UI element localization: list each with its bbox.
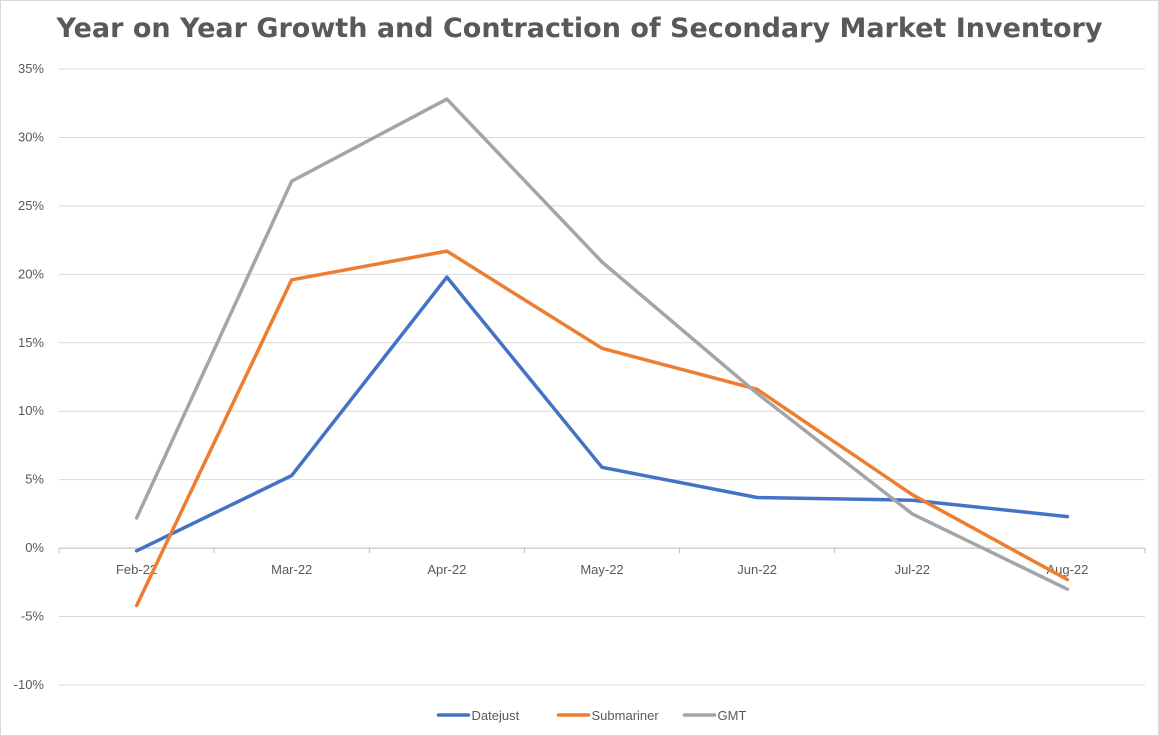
- x-tick-label: Feb-22: [116, 562, 157, 577]
- x-tick-label: Jul-22: [895, 562, 930, 577]
- x-tick-label: Jun-22: [737, 562, 777, 577]
- legend-label: Submariner: [592, 708, 660, 723]
- series-line-submariner: [134, 249, 1070, 608]
- y-tick-label: 35%: [18, 61, 44, 76]
- y-tick-label: 15%: [18, 335, 44, 350]
- chart-title: Year on Year Growth and Contraction of S…: [56, 13, 1103, 44]
- y-tick-label: 20%: [18, 266, 44, 281]
- legend-label: GMT: [718, 708, 747, 723]
- x-tick-label: Mar-22: [271, 562, 312, 577]
- series-line-datejust: [134, 275, 1070, 553]
- y-tick-label: -10%: [14, 677, 45, 692]
- y-tick-label: 0%: [25, 540, 44, 555]
- x-tick-label: May-22: [580, 562, 623, 577]
- y-tick-label: -5%: [21, 609, 45, 624]
- series-line-gmt: [134, 97, 1070, 591]
- x-tick-label: Apr-22: [427, 562, 466, 577]
- legend-label: Datejust: [472, 708, 520, 723]
- y-tick-label: 30%: [18, 129, 44, 144]
- y-tick-label: 5%: [25, 472, 44, 487]
- y-tick-label: 10%: [18, 403, 44, 418]
- y-tick-label: 25%: [18, 198, 44, 213]
